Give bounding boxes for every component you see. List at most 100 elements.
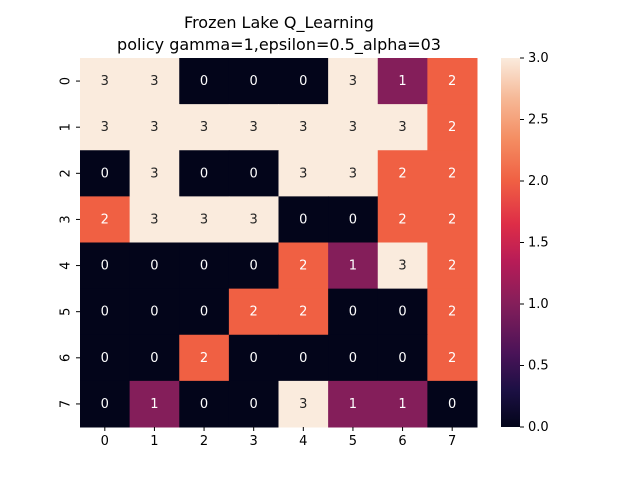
heatmap-cell: [377, 104, 428, 151]
x-tick-label: 6: [398, 434, 406, 449]
cell-value-label: 1: [398, 74, 406, 89]
heatmap-cell: [228, 150, 279, 197]
cell-value-label: 0: [200, 74, 208, 89]
colorbar: 0.0 0.5 1.0 1.5 2.0 2.5 3.0: [501, 51, 549, 435]
cell-value-label: 0: [250, 259, 258, 274]
colorbar-tick-label: 0.5: [528, 359, 549, 374]
cell-value-label: 0: [349, 212, 357, 227]
cell-value-label: 0: [299, 74, 307, 89]
heatmap-cell: [377, 150, 428, 197]
heatmap-cell: [328, 58, 379, 105]
cell-value-label: 3: [299, 120, 307, 135]
cell-value-label: 3: [398, 120, 406, 135]
y-tick-label: 4: [59, 261, 74, 269]
heatmap-cell: [179, 242, 230, 290]
y-tick-label: 6: [59, 354, 74, 362]
cell-value-label: 2: [448, 259, 456, 274]
heatmap-cell: [129, 58, 180, 105]
cell-value-label: 0: [101, 397, 109, 412]
cell-value-label: 3: [349, 166, 357, 181]
heatmap-cell: [278, 380, 329, 428]
heatmap-cell: [80, 104, 131, 151]
heatmap-cell: [427, 380, 478, 428]
heatmap-cell: [278, 196, 329, 243]
x-tick-label: 5: [349, 434, 357, 449]
cell-value-label: 0: [349, 305, 357, 320]
heatmap-cell: [80, 380, 131, 428]
heatmap-cell: [377, 288, 428, 336]
heatmap-cell: [278, 150, 329, 197]
colorbar-tick-label: 1.0: [528, 297, 549, 312]
heatmap-cell: [228, 58, 279, 105]
heatmap-cell: [228, 288, 279, 336]
heatmap-cell: [179, 150, 230, 197]
cell-value-label: 0: [150, 305, 158, 320]
cell-value-label: 2: [448, 351, 456, 366]
cell-annotations: 3 3 0 0 0 3 1 2 3 3 3 3 3 3 3 2 0 3 0 0 3 3 2 2 2 3 3 3 0 0 2 2 0 0 0 0 2 1 3 2…: [101, 74, 457, 412]
heatmap-cell: [328, 380, 379, 428]
cell-value-label: 3: [101, 74, 109, 89]
heatmap-cell: [129, 196, 180, 243]
cell-value-label: 0: [349, 351, 357, 366]
heatmap-cell: [179, 104, 230, 151]
colorbar-tick-label: 1.5: [528, 236, 549, 251]
heatmap-cell: [278, 288, 329, 336]
colorbar-tick-label: 2.0: [528, 174, 549, 189]
heatmap-cells: [80, 58, 478, 428]
y-tick-label: 5: [59, 308, 74, 316]
cell-value-label: 0: [101, 259, 109, 274]
heatmap-cell: [80, 196, 131, 243]
heatmap-cell: [179, 334, 230, 382]
cell-value-label: 3: [349, 74, 357, 89]
cell-value-label: 2: [398, 166, 406, 181]
heatmap-cell: [377, 380, 428, 428]
cell-value-label: 3: [349, 120, 357, 135]
heatmap-cell: [179, 58, 230, 105]
cell-value-label: 3: [398, 259, 406, 274]
cell-value-label: 3: [200, 212, 208, 227]
cell-value-label: 0: [250, 74, 258, 89]
chart-subtitle: policy gamma=1,epsilon=0.5_alpha=03: [117, 35, 441, 55]
heatmap-cell: [328, 334, 379, 382]
heatmap-cell: [328, 150, 379, 197]
heatmap-cell: [328, 288, 379, 336]
heatmap-cell: [129, 334, 180, 382]
y-tick-label: 3: [59, 215, 74, 223]
cell-value-label: 3: [299, 166, 307, 181]
cell-value-label: 0: [299, 212, 307, 227]
y-axis: 0 1 2 3 4 5 6 7: [59, 77, 80, 408]
cell-value-label: 3: [150, 74, 158, 89]
x-tick-label: 2: [200, 434, 208, 449]
cell-value-label: 0: [398, 305, 406, 320]
cell-value-label: 1: [150, 397, 158, 412]
heatmap-cell: [129, 288, 180, 336]
heatmap-cell: [377, 334, 428, 382]
heatmap-cell: [228, 380, 279, 428]
cell-value-label: 0: [101, 351, 109, 366]
heatmap-cell: [328, 104, 379, 151]
heatmap-cell: [328, 196, 379, 243]
cell-value-label: 3: [250, 212, 258, 227]
y-tick-label: 1: [59, 123, 74, 131]
heatmap-cell: [278, 58, 329, 105]
cell-value-label: 2: [299, 259, 307, 274]
heatmap-cell: [80, 150, 131, 197]
x-tick-label: 0: [101, 434, 109, 449]
x-axis: 0 1 2 3 4 5 6 7: [101, 427, 456, 449]
cell-value-label: 3: [101, 120, 109, 135]
heatmap-cell: [377, 58, 428, 105]
heatmap-cell: [278, 242, 329, 290]
heatmap-cell: [80, 288, 131, 336]
cell-value-label: 2: [398, 212, 406, 227]
heatmap-cell: [129, 150, 180, 197]
cell-value-label: 0: [250, 166, 258, 181]
y-tick-label: 7: [59, 400, 74, 408]
cell-value-label: 0: [250, 351, 258, 366]
cell-value-label: 0: [299, 351, 307, 366]
cell-value-label: 3: [299, 397, 307, 412]
cell-value-label: 0: [448, 397, 456, 412]
cell-value-label: 0: [150, 351, 158, 366]
heatmap-cell: [377, 196, 428, 243]
